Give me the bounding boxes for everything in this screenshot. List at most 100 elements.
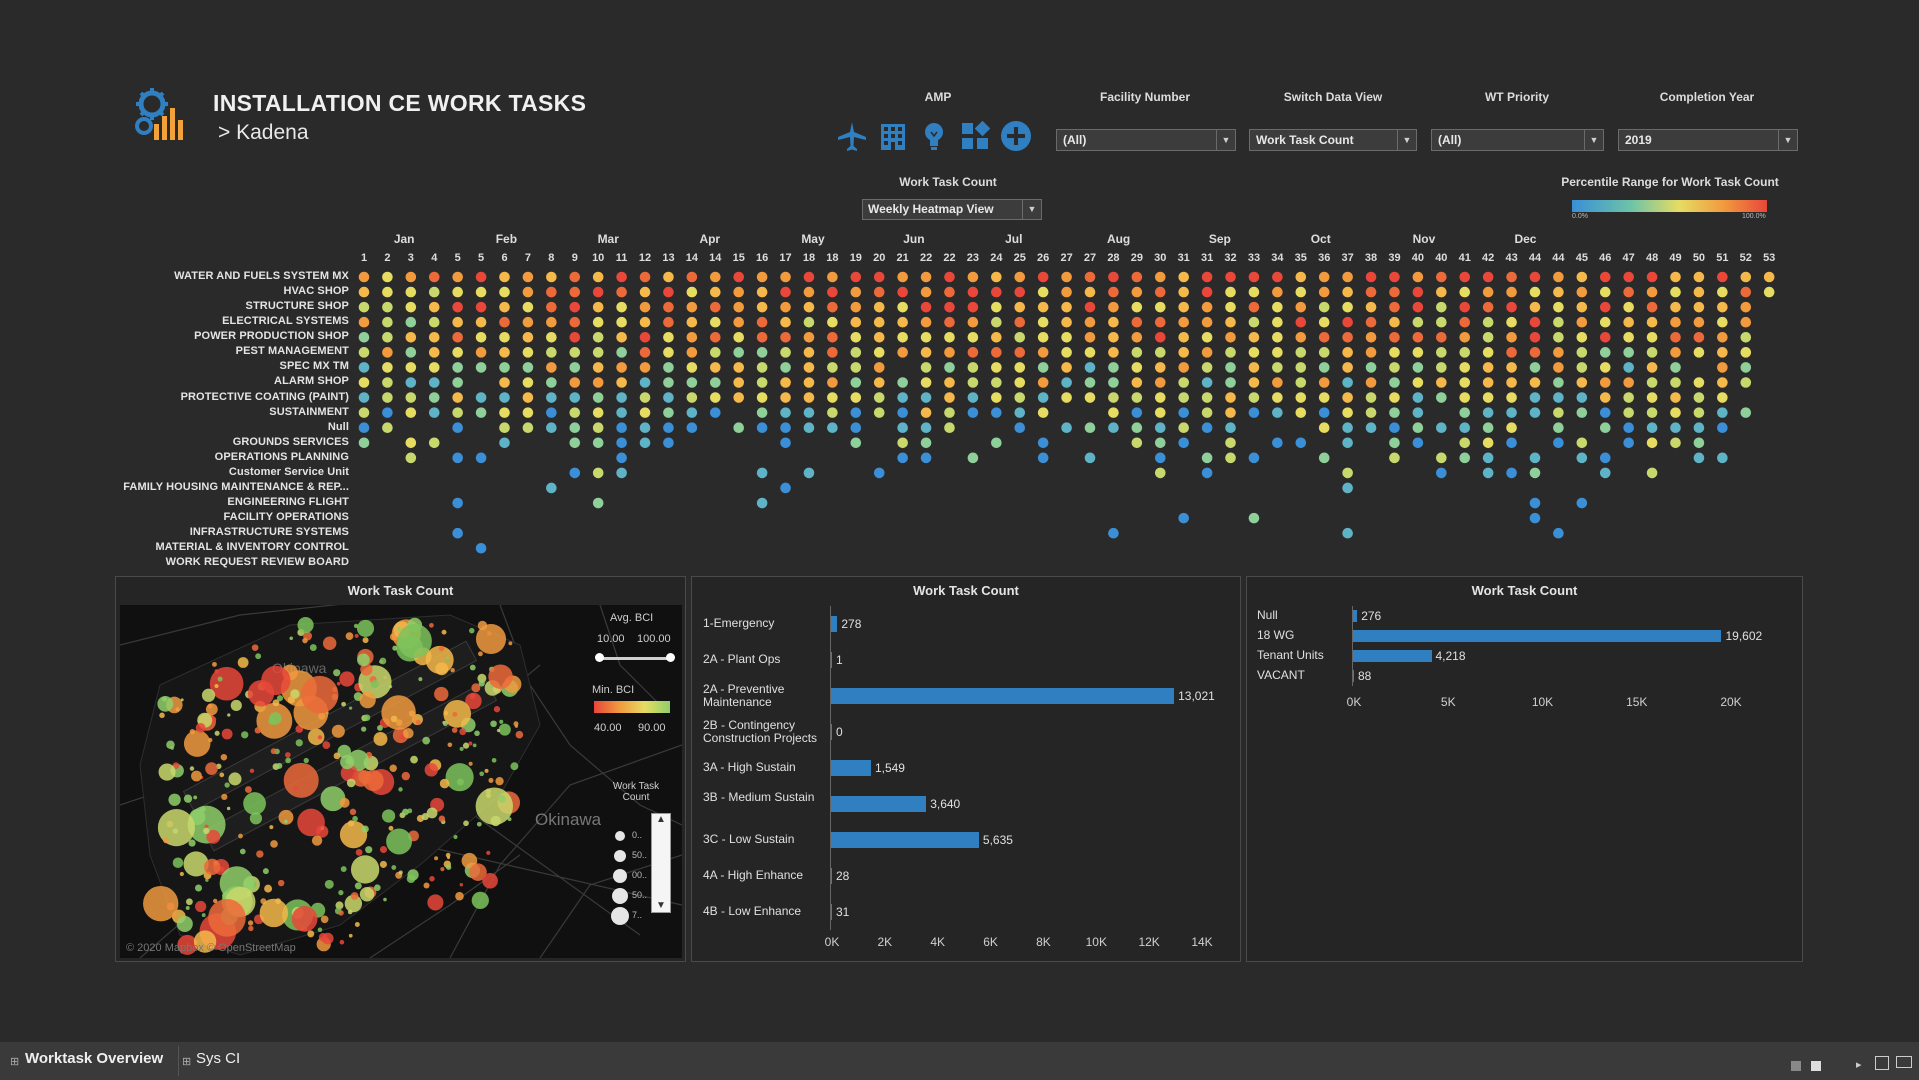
heatmap-cell	[686, 362, 698, 373]
heatmap-cell	[405, 316, 417, 328]
map-bubble	[398, 870, 403, 875]
heatmap-cell	[1506, 271, 1517, 283]
heatmap-cell	[967, 452, 979, 464]
heatmap-cell	[592, 286, 604, 298]
avg-bci-slider-min-handle[interactable]	[595, 653, 604, 662]
size-legend-bubble	[612, 888, 628, 904]
map-bubble	[208, 898, 246, 937]
heatmap-row-label: MATERIAL & INVENTORY CONTROL	[155, 541, 349, 554]
tab-sys-ci[interactable]: Sys CI	[196, 1050, 241, 1067]
heatmap-cell	[475, 392, 487, 403]
heatmap-cell	[873, 331, 885, 343]
heatmap-cell	[1272, 331, 1283, 343]
grid-icon[interactable]	[958, 119, 992, 153]
heatmap-cell	[1670, 286, 1681, 298]
switch-data-view-dropdown[interactable]: Work Task Count ▼	[1249, 129, 1417, 151]
heatmap-cell	[1295, 286, 1307, 298]
heatmap-title: Work Task Count	[899, 175, 997, 189]
heatmap-cell	[452, 392, 463, 403]
heatmap-cell	[639, 316, 651, 328]
bar-value-label: 1	[836, 653, 843, 667]
grid-view-icon[interactable]	[1791, 1061, 1801, 1071]
heatmap-cell	[1412, 286, 1424, 298]
heatmap-cell	[1717, 316, 1728, 328]
heatmap-cell	[1623, 392, 1634, 403]
heatmap-cell	[1553, 301, 1564, 313]
heatmap-cell	[827, 407, 838, 418]
map-bubble	[478, 680, 485, 687]
single-view-icon[interactable]	[1811, 1061, 1821, 1071]
airplane-icon[interactable]	[835, 119, 869, 153]
bar-axis-tick: 6K	[983, 935, 998, 949]
heatmap-cell	[382, 347, 393, 358]
avg-bci-slider[interactable]	[598, 657, 672, 660]
building-icon[interactable]	[876, 119, 910, 153]
size-legend-scrollbar[interactable]: ▲ ▼	[651, 813, 671, 913]
heatmap-cell	[1248, 407, 1260, 418]
map-bubble	[418, 677, 423, 682]
heatmap-cell	[967, 301, 979, 313]
map-bubble	[205, 703, 218, 716]
heatmap-cell	[663, 377, 674, 388]
heatmap-cell	[991, 301, 1002, 313]
fullscreen-icon[interactable]	[1875, 1056, 1889, 1070]
heatmap-cell	[522, 316, 534, 328]
heatmap-cell	[1740, 362, 1752, 373]
map-bubble	[185, 906, 190, 910]
map-bubble	[320, 786, 346, 812]
sheet-icon: ⊞	[182, 1056, 192, 1068]
bci-map[interactable]: Okinawa Okinawa © 2020 Mapbox © OpenStre…	[120, 605, 682, 958]
present-icon[interactable]	[1896, 1056, 1912, 1068]
heatmap-cell	[1201, 407, 1213, 418]
heatmap-cell	[1365, 407, 1377, 418]
completion-year-dropdown[interactable]: 2019 ▼	[1618, 129, 1798, 151]
scroll-down-icon[interactable]: ▼	[656, 900, 666, 911]
heatmap-cell	[1436, 377, 1447, 388]
heatmap-cell	[1459, 347, 1471, 358]
heatmap-cell	[1295, 362, 1307, 373]
heatmap-cell	[710, 331, 721, 343]
heatmap-week-label: 30	[1154, 252, 1167, 264]
heatmap-cell	[1318, 452, 1330, 464]
heatmap-cell	[569, 467, 581, 479]
heatmap-cell	[663, 331, 674, 343]
map-bubble	[469, 664, 476, 671]
heatmap-cell	[1225, 422, 1236, 434]
play-icon[interactable]: ▸	[1856, 1059, 1862, 1071]
heatmap-cell	[428, 316, 440, 328]
map-bubble	[276, 762, 283, 769]
map-bubble	[456, 778, 464, 786]
avg-bci-slider-max-handle[interactable]	[666, 653, 675, 662]
heatmap-cell	[452, 271, 463, 283]
tab-worktask-overview[interactable]: Worktask Overview	[25, 1050, 164, 1067]
heatmap-cell	[780, 316, 791, 328]
heatmap-cell	[1342, 347, 1353, 358]
heatmap-cell	[920, 452, 932, 464]
heatmap-cell	[1342, 316, 1353, 328]
heatmap-cell	[475, 286, 487, 298]
heatmap-cell	[733, 347, 745, 358]
map-bubble	[451, 727, 458, 733]
scroll-up-icon[interactable]: ▲	[656, 814, 666, 825]
lightbulb-icon[interactable]	[917, 119, 951, 153]
heatmap-cell	[1670, 392, 1681, 403]
heatmap-week-label: 11	[615, 252, 628, 264]
heatmap-cell	[592, 467, 604, 479]
heatmap-cell	[1201, 377, 1213, 388]
map-bubble	[226, 806, 231, 811]
heatmap-cell	[499, 422, 510, 434]
wt-priority-dropdown[interactable]: (All) ▼	[1431, 129, 1604, 151]
add-circle-icon[interactable]	[999, 119, 1033, 153]
heatmap-view-dropdown[interactable]: Weekly Heatmap View ▼	[862, 199, 1042, 220]
map-bubble	[455, 891, 464, 901]
chevron-down-icon: ▼	[1216, 130, 1235, 150]
heatmap-week-label: 5	[478, 252, 485, 264]
bar	[830, 688, 1175, 704]
sheet-icon: ⊞	[10, 1056, 20, 1068]
map-bubble	[350, 892, 359, 900]
map-bubble	[193, 795, 198, 800]
heatmap-cell	[920, 437, 932, 449]
map-bubble	[388, 825, 394, 831]
facility-number-dropdown[interactable]: (All) ▼	[1056, 129, 1236, 151]
heatmap-cell	[1272, 362, 1283, 373]
